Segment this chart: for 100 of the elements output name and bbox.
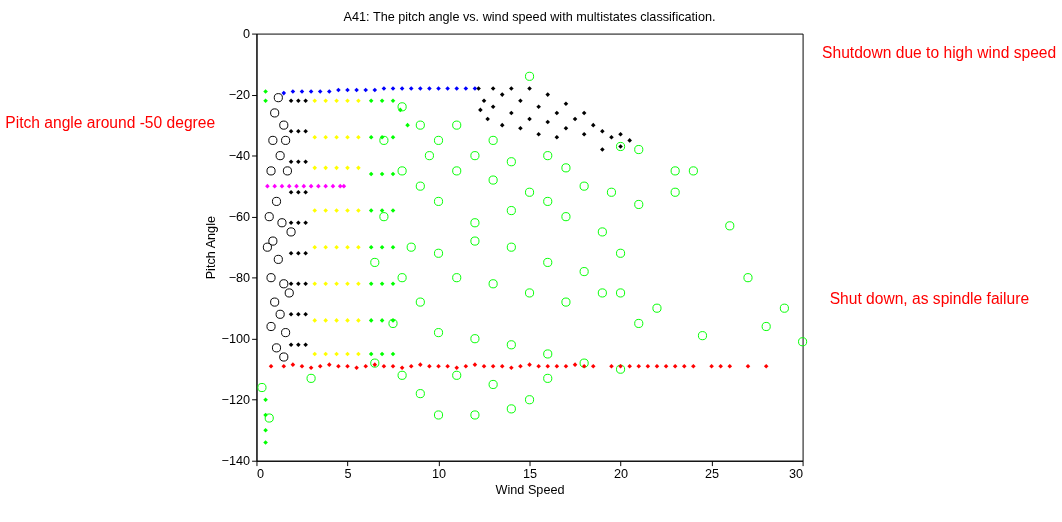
point [356, 208, 361, 213]
point [356, 244, 361, 250]
point [281, 135, 291, 145]
x-tick-label: 10 [431, 466, 447, 481]
point [334, 281, 339, 287]
point [368, 318, 374, 323]
point [279, 183, 285, 189]
point [296, 342, 301, 348]
point [286, 183, 292, 189]
point [518, 98, 523, 104]
y-tick-label: −60 [228, 210, 251, 225]
point [345, 208, 350, 213]
point [263, 397, 268, 403]
point [308, 183, 314, 189]
x-tick-label: 0 [256, 466, 265, 481]
point [312, 351, 318, 357]
point [476, 86, 481, 91]
point [691, 363, 696, 369]
y-tick-label: −40 [228, 149, 251, 164]
point [312, 318, 318, 323]
point [554, 110, 560, 116]
point [312, 244, 318, 250]
point [445, 363, 450, 369]
point [301, 183, 307, 189]
x-tick-label: 25 [705, 466, 720, 481]
point [379, 98, 385, 104]
point [296, 128, 301, 134]
point [263, 440, 268, 445]
point [509, 110, 514, 116]
point [312, 98, 318, 104]
point [554, 363, 560, 369]
point [745, 363, 751, 369]
y-tick-label: −20 [228, 88, 251, 103]
point [527, 86, 532, 91]
point [262, 242, 272, 252]
point [288, 220, 294, 226]
point [379, 244, 385, 250]
point [279, 120, 289, 130]
point [286, 227, 296, 237]
point [368, 281, 374, 287]
point [545, 119, 551, 125]
point [323, 183, 328, 189]
point [323, 281, 328, 287]
point [454, 365, 460, 370]
point [454, 86, 460, 91]
point [327, 362, 332, 367]
point [390, 351, 396, 357]
y-tick-label: 0 [243, 26, 251, 41]
point [317, 363, 323, 369]
y-tick-label: −120 [221, 393, 251, 408]
point [618, 132, 623, 137]
point [356, 135, 361, 140]
point [264, 212, 274, 222]
y-tick-label: −100 [221, 332, 251, 347]
point [379, 351, 385, 357]
point [303, 281, 308, 287]
point [518, 363, 523, 369]
y-tick-label: −80 [228, 271, 251, 286]
text: Pitch angle around -50 degree [5, 114, 216, 132]
point [681, 363, 687, 369]
point [334, 98, 339, 104]
point [317, 89, 323, 94]
y-tick-label: −140 [221, 454, 251, 469]
point [281, 90, 287, 96]
point [275, 151, 285, 161]
point [266, 273, 276, 283]
point [296, 220, 301, 226]
point [312, 208, 318, 213]
point [345, 98, 350, 104]
point [308, 365, 314, 370]
point [279, 352, 289, 362]
point [718, 363, 723, 369]
point [263, 89, 268, 94]
point [288, 189, 294, 195]
point [478, 107, 483, 113]
y-axis-title: Pitch Angle [203, 216, 218, 280]
point [330, 183, 336, 189]
point [527, 362, 532, 367]
point [645, 363, 651, 369]
point [600, 147, 605, 152]
point [263, 98, 268, 104]
point [279, 279, 289, 289]
point [288, 312, 294, 317]
point [296, 312, 301, 317]
point [368, 135, 374, 140]
point [654, 363, 660, 369]
point [336, 363, 341, 369]
x-tick-label: 5 [344, 466, 352, 481]
point [334, 135, 339, 140]
point [296, 189, 301, 195]
point [463, 363, 469, 369]
point [303, 189, 308, 195]
point [334, 208, 339, 213]
point [399, 365, 405, 370]
point [390, 98, 396, 104]
point [288, 250, 294, 256]
point [709, 363, 714, 369]
point [303, 342, 308, 348]
point [303, 159, 308, 165]
point [499, 363, 505, 369]
